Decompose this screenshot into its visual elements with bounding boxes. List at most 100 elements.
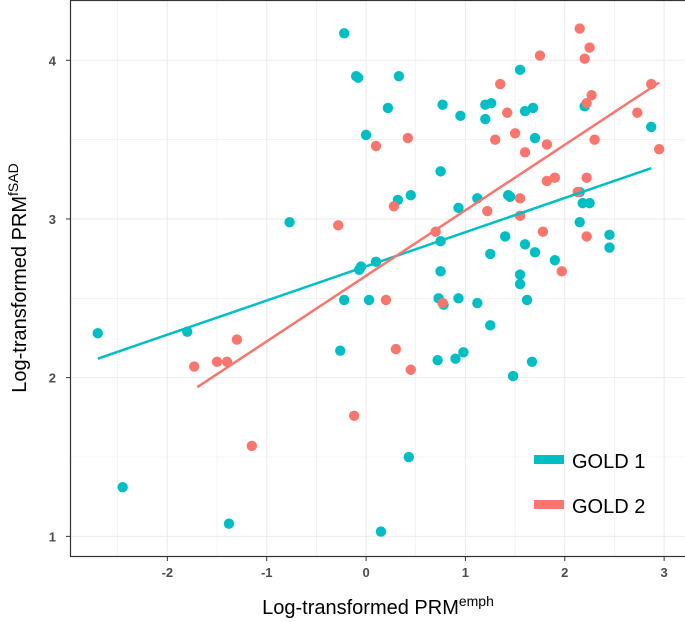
point-gold-2 — [482, 205, 493, 217]
point-gold-2 — [231, 334, 243, 345]
point-gold-2 — [589, 134, 600, 145]
point-gold-2 — [370, 140, 382, 152]
point-gold-1 — [363, 294, 375, 306]
legend-label-gold-2: GOLD 2 — [572, 496, 645, 518]
point-gold-1 — [405, 189, 416, 201]
point-gold-1 — [437, 99, 448, 110]
y-tick-label: 4 — [49, 53, 57, 68]
point-gold-1 — [504, 191, 516, 202]
point-gold-2 — [490, 134, 501, 145]
x-tick-label: -2 — [162, 565, 174, 580]
point-gold-2 — [501, 107, 513, 118]
point-gold-2 — [495, 78, 506, 90]
point-gold-1 — [450, 353, 461, 364]
point-gold-1 — [382, 102, 394, 114]
point-gold-2 — [549, 172, 561, 183]
point-gold-2 — [402, 132, 414, 144]
point-gold-1 — [455, 110, 466, 122]
point-gold-1 — [514, 64, 526, 76]
point-gold-1 — [335, 345, 346, 356]
point-gold-2 — [581, 231, 592, 242]
fit-line-gold-1 — [97, 167, 652, 360]
y-axis-title: Log-transformed PRMfSAD — [5, 163, 31, 392]
point-gold-1 — [453, 293, 464, 304]
point-gold-1 — [646, 121, 657, 133]
point-gold-1 — [549, 255, 561, 266]
point-gold-2 — [390, 343, 402, 355]
point-gold-2 — [534, 50, 546, 61]
point-gold-2 — [556, 266, 568, 277]
point-gold-2 — [632, 107, 643, 118]
fit-lines — [97, 81, 660, 389]
point-gold-1 — [472, 297, 483, 309]
point-gold-2 — [586, 90, 597, 101]
point-gold-2 — [581, 97, 592, 109]
point-gold-1 — [92, 328, 104, 339]
point-gold-2 — [246, 440, 258, 452]
legend-key-gold-1 — [534, 455, 564, 464]
point-gold-1 — [514, 269, 526, 280]
grid — [70, 0, 685, 557]
point-gold-1 — [223, 518, 235, 529]
point-gold-2 — [581, 172, 592, 183]
point-gold-1 — [574, 216, 585, 228]
point-gold-1 — [519, 105, 531, 117]
y-tick-label: 2 — [49, 371, 56, 386]
panel-border — [69, 0, 685, 558]
y-tick-label: 3 — [49, 212, 56, 227]
point-gold-2 — [653, 143, 665, 155]
point-gold-1 — [360, 129, 372, 141]
point-gold-1 — [529, 132, 541, 144]
point-gold-1 — [435, 166, 446, 177]
point-gold-2 — [388, 201, 400, 212]
point-gold-1 — [375, 526, 387, 537]
point-gold-2 — [537, 226, 549, 237]
point-gold-1 — [604, 242, 615, 253]
point-gold-2 — [188, 361, 200, 372]
point-gold-2 — [574, 23, 585, 34]
point-gold-1 — [403, 451, 414, 463]
point-gold-1 — [432, 355, 443, 366]
y-tick-label: 1 — [49, 529, 56, 544]
point-gold-1 — [458, 347, 469, 358]
point-gold-2 — [541, 175, 553, 187]
x-axis-title: Log-transformed PRMemph — [262, 593, 494, 619]
x-tick-label: 3 — [661, 565, 668, 580]
axis-ticks: -2 -1 0 1 2 3 1 2 3 4 — [49, 53, 668, 580]
point-gold-2 — [541, 139, 553, 150]
point-gold-1 — [584, 197, 595, 209]
point-gold-1 — [339, 28, 350, 39]
point-gold-1 — [480, 113, 491, 125]
point-gold-1 — [521, 294, 533, 306]
x-tick-label: 1 — [462, 565, 469, 580]
point-gold-1 — [435, 266, 446, 277]
point-gold-2 — [405, 364, 416, 375]
point-gold-1 — [507, 370, 519, 382]
point-gold-2 — [579, 53, 590, 64]
point-gold-2 — [519, 147, 531, 158]
point-gold-1 — [514, 278, 526, 290]
point-gold-1 — [393, 70, 405, 82]
point-gold-1 — [485, 248, 496, 260]
point-gold-1 — [453, 202, 464, 214]
fit-line-gold-2 — [196, 81, 660, 389]
point-gold-1 — [519, 239, 531, 250]
point-gold-2 — [509, 128, 521, 139]
point-gold-2 — [211, 356, 223, 368]
point-gold-1 — [352, 72, 364, 83]
point-gold-1 — [485, 320, 496, 331]
point-gold-1 — [117, 481, 128, 493]
point-gold-2 — [333, 220, 344, 231]
legend-key-gold-2 — [534, 500, 564, 509]
x-tick-label: -1 — [261, 565, 273, 580]
point-gold-1 — [526, 356, 538, 368]
point-gold-2 — [380, 294, 392, 306]
legend-label-gold-1: GOLD 1 — [572, 451, 645, 473]
point-gold-2 — [437, 297, 448, 309]
point-gold-1 — [486, 97, 497, 109]
point-gold-1 — [604, 229, 615, 241]
point-gold-1 — [339, 294, 350, 306]
point-gold-1 — [527, 102, 539, 114]
legend: GOLD 1 GOLD 2 — [534, 451, 645, 518]
